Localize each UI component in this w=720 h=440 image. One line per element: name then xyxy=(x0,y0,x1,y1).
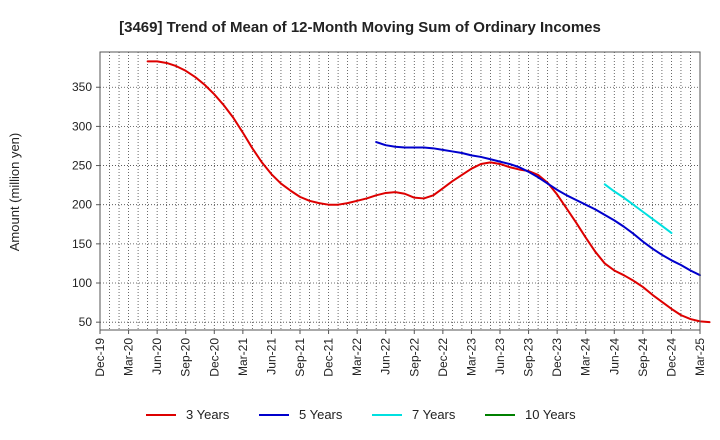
axes: 50 100 150 200 250 300 350 Dec-19 Mar-20 Jun-20 Se… xyxy=(72,51,707,377)
y-tick-label: 100 xyxy=(72,276,92,290)
series-line-5-years xyxy=(375,141,701,277)
y-tick-label: 150 xyxy=(72,237,92,251)
x-tick-label: Sep-24 xyxy=(636,338,650,377)
x-tick-label: Dec-20 xyxy=(207,338,221,377)
series-line-7-years xyxy=(603,183,673,234)
x-tick-label: Dec-21 xyxy=(322,338,336,377)
x-tick-label: Jun-21 xyxy=(264,338,278,375)
x-tick-label: Mar-20 xyxy=(122,338,136,376)
x-tick-label: Dec-24 xyxy=(664,338,678,377)
x-tick-label: Sep-20 xyxy=(179,338,193,377)
series-line-3-years xyxy=(146,60,711,324)
y-tick-label: 50 xyxy=(79,315,93,329)
x-tick-label: Dec-19 xyxy=(93,338,107,377)
y-tick-label: 300 xyxy=(72,119,92,133)
y-tick-label: 200 xyxy=(72,198,92,212)
x-tick-label: Mar-24 xyxy=(579,338,593,376)
y-tick-label: 250 xyxy=(72,159,92,173)
x-tick-label: Jun-20 xyxy=(150,338,164,375)
x-tick-label: Sep-23 xyxy=(522,338,536,377)
x-tick-label: Jun-24 xyxy=(607,338,621,375)
x-tick-label: Mar-21 xyxy=(236,338,250,376)
x-tick-label: Mar-22 xyxy=(350,338,364,376)
plot-frame xyxy=(99,51,701,331)
x-tick-label: Sep-22 xyxy=(407,338,421,377)
legend-label: 5 Years xyxy=(299,407,343,422)
legend-label: 10 Years xyxy=(525,407,576,422)
x-tick-label: Jun-23 xyxy=(493,338,507,375)
x-tick-label: Dec-23 xyxy=(550,338,564,377)
grid xyxy=(100,52,700,330)
x-tick-label: Jun-22 xyxy=(379,338,393,375)
x-tick-label: Mar-23 xyxy=(464,338,478,376)
y-axis-label: Amount (million yen) xyxy=(7,133,22,252)
plot-area xyxy=(100,52,700,330)
legend: 3 Years 5 Years 7 Years 10 Years xyxy=(146,407,576,422)
x-tick-label: Mar-25 xyxy=(693,338,707,376)
series-lines xyxy=(146,60,711,324)
x-tick-label: Sep-21 xyxy=(293,338,307,377)
legend-label: 7 Years xyxy=(412,407,456,422)
y-tick-label: 350 xyxy=(72,80,92,94)
x-tick-label: Dec-22 xyxy=(436,338,450,377)
chart-title: [3469] Trend of Mean of 12-Month Moving … xyxy=(119,19,601,36)
legend-label: 3 Years xyxy=(186,407,230,422)
